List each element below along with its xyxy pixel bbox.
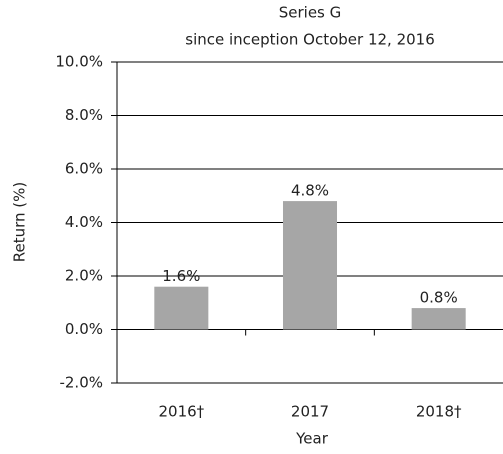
chart-title: Series G <box>279 4 342 22</box>
chart-subtitle: since inception October 12, 2016 <box>185 31 435 49</box>
y-tick-label: 2.0% <box>65 267 103 285</box>
y-axis-label: Return (%) <box>11 182 29 263</box>
x-tick-label: 2016† <box>158 403 204 421</box>
y-tick-label: 8.0% <box>65 106 103 124</box>
bar <box>282 201 338 330</box>
x-tick-label: 2018† <box>416 403 462 421</box>
y-tick-label: 10.0% <box>55 53 103 71</box>
x-axis-label: Year <box>295 430 329 448</box>
x-tick-label: 2017 <box>291 403 329 421</box>
data-label: 4.8% <box>291 182 329 200</box>
data-label: 0.8% <box>420 289 458 307</box>
y-tick-label: -2.0% <box>59 374 103 392</box>
y-tick-label: 4.0% <box>65 213 103 231</box>
bar <box>154 286 209 330</box>
bar <box>411 308 466 330</box>
data-label: 1.6% <box>162 267 200 285</box>
y-tick-label: 6.0% <box>65 160 103 178</box>
y-tick-label: 0.0% <box>65 320 103 338</box>
